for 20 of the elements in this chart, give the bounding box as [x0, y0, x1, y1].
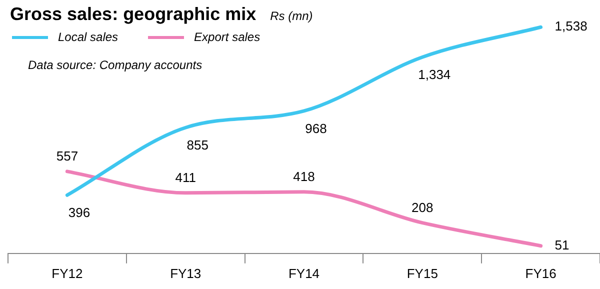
data-label: 557 [56, 148, 78, 164]
chart-subtitle: Rs (mn) [270, 9, 313, 23]
chart-title: Gross sales: geographic mix [10, 4, 256, 25]
data-label: 51 [554, 237, 570, 252]
data-label: 1,538 [554, 18, 588, 34]
legend-label: Local sales [58, 30, 118, 44]
data-label: 208 [412, 200, 434, 215]
x-tick-label: FY16 [525, 266, 556, 281]
annotation: Data source: Company accounts [28, 58, 202, 72]
x-tick-label: FY15 [406, 266, 438, 281]
data-label: 411 [175, 170, 196, 186]
legend-label: Export sales [194, 30, 260, 44]
data-label: 418 [293, 168, 315, 184]
data-label: 855 [186, 138, 208, 153]
data-label: 1,334 [418, 67, 451, 82]
data-label: 396 [68, 205, 90, 220]
data-label: 968 [305, 121, 327, 136]
x-tick-label: FY13 [170, 266, 202, 281]
x-tick-label: FY14 [288, 266, 320, 281]
x-tick-label: FY12 [52, 266, 83, 281]
